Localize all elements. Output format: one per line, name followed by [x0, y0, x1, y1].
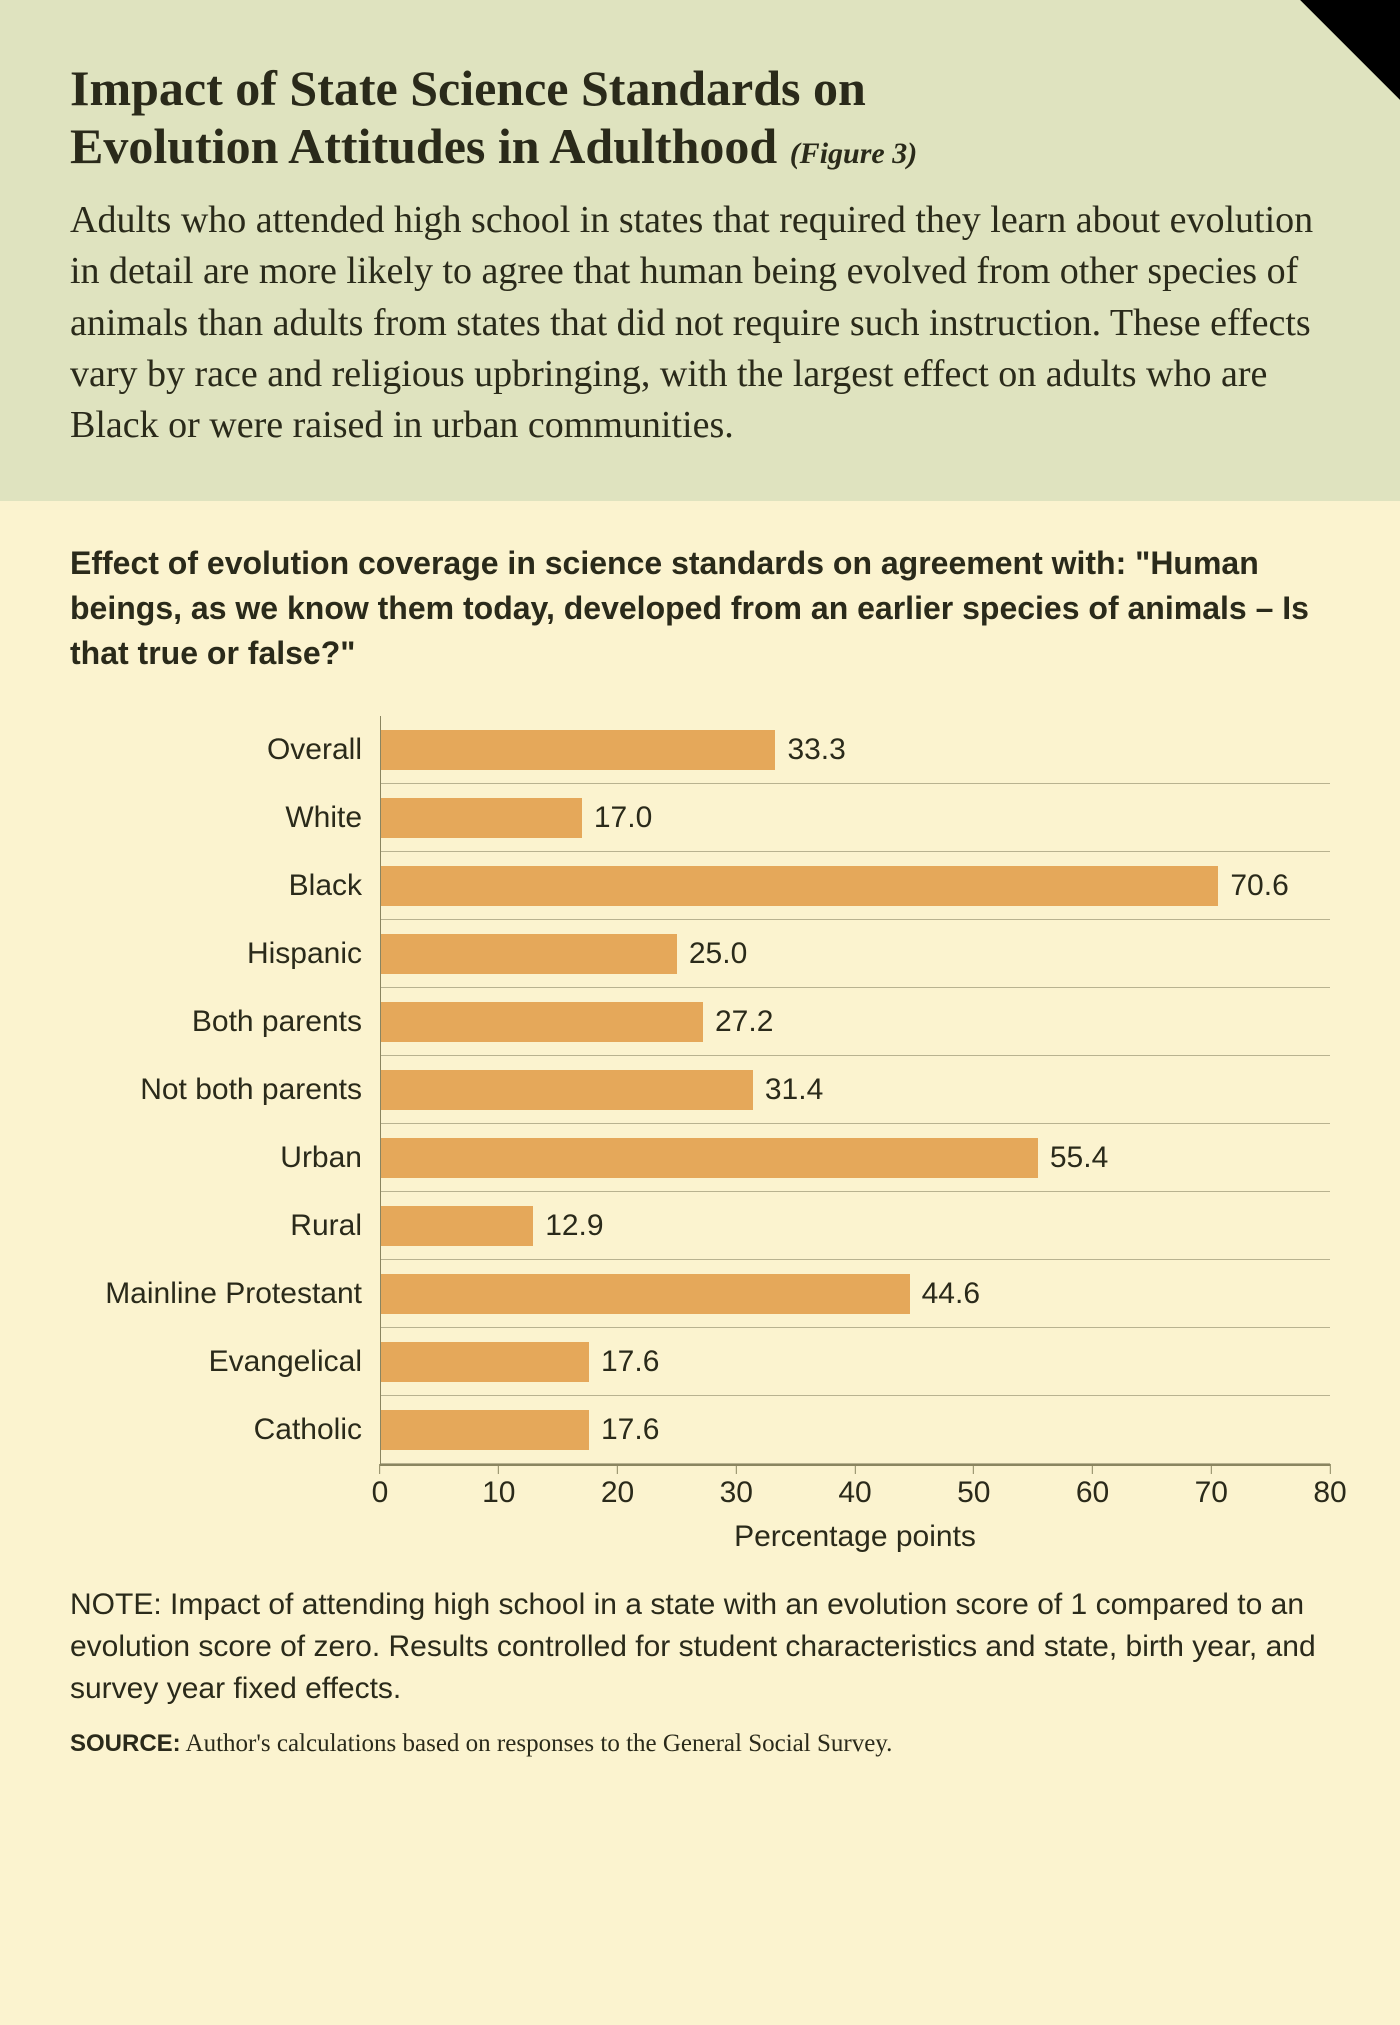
bar-category-label: Urban — [70, 1141, 380, 1175]
bar-track: 33.3 — [380, 716, 1330, 784]
axis-spacer — [70, 1464, 380, 1514]
bar-value-label: 17.0 — [582, 801, 652, 835]
bar-value-label: 12.9 — [533, 1209, 603, 1243]
bar: 17.0 — [380, 798, 582, 838]
bar-category-label: Black — [70, 869, 380, 903]
note-text: Impact of attending high school in a sta… — [70, 1588, 1316, 1705]
note-label: NOTE: — [70, 1588, 162, 1621]
bar-category-label: Both parents — [70, 1005, 380, 1039]
bar-track: 25.0 — [380, 920, 1330, 988]
figure-title: Impact of State Science Standards on Evo… — [70, 60, 1330, 175]
bar: 44.6 — [380, 1274, 910, 1314]
source-label: SOURCE: — [70, 1730, 181, 1757]
bar-chart: Overall33.3White17.0Black70.6Hispanic25.… — [70, 716, 1330, 1464]
bar-row: Rural12.9 — [70, 1192, 1330, 1260]
bar-category-label: Evangelical — [70, 1345, 380, 1379]
bar-row: Evangelical17.6 — [70, 1328, 1330, 1396]
bar-value-label: 17.6 — [589, 1345, 659, 1379]
bar-category-label: Mainline Protestant — [70, 1277, 380, 1311]
bar-value-label: 44.6 — [910, 1277, 980, 1311]
intro-paragraph: Adults who attended high school in state… — [70, 195, 1330, 451]
x-tick: 60 — [1076, 1466, 1109, 1510]
x-tick: 40 — [838, 1466, 871, 1510]
bar-track: 17.6 — [380, 1328, 1330, 1396]
bar-value-label: 33.3 — [775, 733, 845, 767]
bar-row: Mainline Protestant44.6 — [70, 1260, 1330, 1328]
bar: 12.9 — [380, 1206, 533, 1246]
x-tick: 50 — [957, 1466, 990, 1510]
bar-value-label: 17.6 — [589, 1413, 659, 1447]
bar-track: 55.4 — [380, 1124, 1330, 1192]
bar-category-label: White — [70, 801, 380, 835]
bar-track: 70.6 — [380, 852, 1330, 920]
bar: 31.4 — [380, 1070, 753, 1110]
chart-question-text: Effect of evolution coverage in science … — [70, 541, 1330, 675]
chart-block: Effect of evolution coverage in science … — [0, 501, 1400, 1563]
bar-row: Overall33.3 — [70, 716, 1330, 784]
title-line-2: Evolution Attitudes in Adulthood — [70, 118, 777, 174]
note-block: NOTE: Impact of attending high school in… — [0, 1564, 1400, 1720]
axis-spacer — [70, 1520, 380, 1554]
bar-row: White17.0 — [70, 784, 1330, 852]
bar: 70.6 — [380, 866, 1218, 906]
title-line-1: Impact of State Science Standards on — [70, 60, 866, 116]
bar-track: 17.6 — [380, 1396, 1330, 1464]
bar: 25.0 — [380, 934, 677, 974]
x-tick: 0 — [372, 1466, 389, 1510]
bar: 33.3 — [380, 730, 775, 770]
bar-value-label: 27.2 — [703, 1005, 773, 1039]
bar-row: Both parents27.2 — [70, 988, 1330, 1056]
bar-category-label: Not both parents — [70, 1073, 380, 1107]
bar-track: 27.2 — [380, 988, 1330, 1056]
corner-fold-decoration — [1300, 0, 1400, 100]
header-block: Impact of State Science Standards on Evo… — [0, 0, 1400, 501]
bar-row: Urban55.4 — [70, 1124, 1330, 1192]
bar: 17.6 — [380, 1342, 589, 1382]
x-tick: 30 — [720, 1466, 753, 1510]
figure-number-label: (Figure 3) — [790, 137, 918, 170]
figure-container: Impact of State Science Standards on Evo… — [0, 0, 1400, 2025]
bar-category-label: Catholic — [70, 1413, 380, 1447]
bar-track: 17.0 — [380, 784, 1330, 852]
bar-category-label: Overall — [70, 733, 380, 767]
bar-value-label: 25.0 — [677, 937, 747, 971]
source-text: Author's calculations based on responses… — [181, 1730, 893, 1757]
x-axis-label: Percentage points — [380, 1520, 1330, 1554]
bar-track: 44.6 — [380, 1260, 1330, 1328]
x-axis: 01020304050607080 — [70, 1464, 1330, 1514]
bar-category-label: Rural — [70, 1209, 380, 1243]
bar-track: 12.9 — [380, 1192, 1330, 1260]
bar: 27.2 — [380, 1002, 703, 1042]
bar-row: Not both parents31.4 — [70, 1056, 1330, 1124]
bar-value-label: 31.4 — [753, 1073, 823, 1107]
bar-value-label: 70.6 — [1218, 869, 1288, 903]
x-axis-label-row: Percentage points — [70, 1520, 1330, 1554]
source-block: SOURCE: Author's calculations based on r… — [0, 1720, 1400, 1798]
x-tick: 80 — [1313, 1466, 1346, 1510]
bar: 55.4 — [380, 1138, 1038, 1178]
bar-row: Black70.6 — [70, 852, 1330, 920]
x-axis-ticks: 01020304050607080 — [380, 1464, 1330, 1514]
bar-row: Catholic17.6 — [70, 1396, 1330, 1464]
bar: 17.6 — [380, 1410, 589, 1450]
x-tick: 10 — [482, 1466, 515, 1510]
bar-category-label: Hispanic — [70, 937, 380, 971]
bar-value-label: 55.4 — [1038, 1141, 1108, 1175]
x-tick: 70 — [1195, 1466, 1228, 1510]
bar-row: Hispanic25.0 — [70, 920, 1330, 988]
x-tick: 20 — [601, 1466, 634, 1510]
bar-track: 31.4 — [380, 1056, 1330, 1124]
